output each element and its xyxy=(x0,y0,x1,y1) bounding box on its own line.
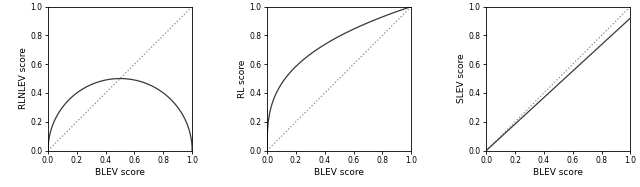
X-axis label: BLEV score: BLEV score xyxy=(533,168,583,177)
Y-axis label: RLNLEV score: RLNLEV score xyxy=(19,48,28,109)
X-axis label: BLEV score: BLEV score xyxy=(95,168,145,177)
Y-axis label: SLEV score: SLEV score xyxy=(457,54,466,103)
X-axis label: BLEV score: BLEV score xyxy=(314,168,364,177)
Y-axis label: RL score: RL score xyxy=(237,59,246,98)
